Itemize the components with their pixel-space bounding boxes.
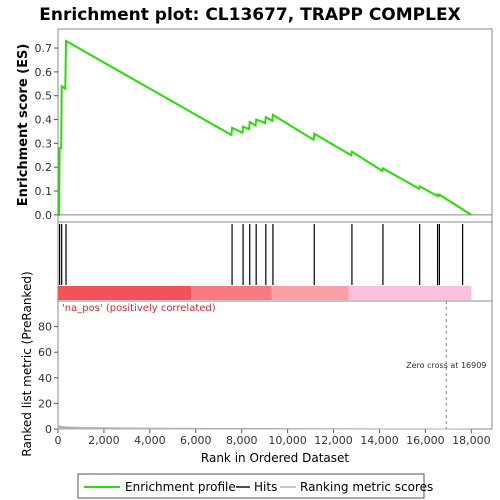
es-y-tick-label: 0.4 [35,114,53,127]
rank-y-tick-label: 20 [38,397,52,410]
rank-x-tick-label: 10,000 [268,434,307,447]
rank-x-tick-label: 0 [55,434,62,447]
es-y-tick-label: 0.1 [35,185,53,198]
heat-bar-segment [348,286,472,300]
legend-ranking-label: Ranking metric scores [300,480,433,494]
rank-y-ticks: 0 20 40 60 80 [38,321,58,436]
legend-hits-label: Hits [254,480,277,494]
rank-y-tick-label: 40 [38,372,52,385]
heat-bar-segment [271,286,349,300]
positive-correlation-label: 'na_pos' (positively correlated) [62,303,216,314]
rank-y-tick-label: 80 [38,321,52,334]
legend-box [77,473,425,499]
rank-x-tick-label: 14,000 [360,434,399,447]
legend-es-label: Enrichment profile [125,480,236,494]
rank-y-tick-label: 60 [38,346,52,359]
rank-y-axis-label: Ranked list metric (PreRanked) [20,271,34,456]
rank-x-axis-label: Rank in Ordered Dataset [201,451,349,465]
es-y-tick-label: 0.7 [35,42,53,55]
rank-x-ticks: 0 2,000 4,000 6,000 8,000 10,000 12,000 14,000 1… [55,429,491,447]
rank-x-tick-label: 18,000 [452,434,491,447]
heat-bar-segment [58,286,192,300]
es-y-axis-label: Enrichment score (ES) [16,44,31,207]
legend: Enrichment profile Hits Ranking metric s… [77,473,433,499]
es-line [58,39,472,216]
hit-marks [59,224,464,285]
es-y-tick-label: 0.2 [35,161,53,174]
zero-cross-label: Zero cross at 16909 [406,361,486,370]
rank-y-tick-label: 0 [45,423,52,436]
rank-x-tick-label: 12,000 [314,434,353,447]
es-y-tick-label: 0.0 [35,209,53,222]
heat-bar-segment [191,286,272,300]
es-y-tick-label: 0.3 [35,137,53,150]
es-y-ticks: 0.0 0.1 0.2 0.3 0.4 0.5 0.6 0.7 [35,42,58,222]
rank-x-tick-label: 16,000 [406,434,445,447]
rank-plot-frame [57,300,493,430]
heat-bar [58,286,472,300]
es-plot-frame [57,28,493,223]
es-y-tick-label: 0.5 [35,90,53,103]
ranking-metric-area [57,424,472,430]
chart-title: Enrichment plot: CL13677, TRAPP COMPLEX [39,5,460,25]
rank-x-tick-label: 2,000 [88,434,120,447]
hits-panel [57,221,493,302]
es-panel: 0.0 0.1 0.2 0.3 0.4 0.5 0.6 0.7 Enrichment scor… [16,28,493,223]
rank-x-tick-label: 8,000 [226,434,258,447]
rank-x-tick-label: 4,000 [134,434,166,447]
rank-x-tick-label: 6,000 [180,434,212,447]
rank-panel: 0 20 40 60 80 0 2,000 4,000 6,000 8,000 10,000 12,… [20,271,493,465]
es-y-tick-label: 0.6 [35,66,53,79]
